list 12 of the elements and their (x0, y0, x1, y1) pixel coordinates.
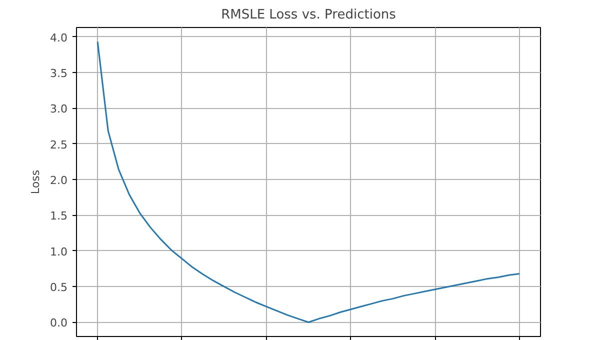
chart-title: RMSLE Loss vs. Predictions (221, 8, 396, 22)
y-tick-label: 2.5 (50, 138, 68, 152)
y-tick-label: 3.5 (50, 66, 68, 80)
y-tick-label: 3.0 (50, 102, 68, 116)
y-tick-label: 1.0 (50, 245, 68, 258)
y-tick-label: 1.5 (50, 210, 68, 223)
line-series (96, 41, 520, 323)
y-tick-label: 0.5 (50, 281, 68, 294)
y-axis-title: Loss (29, 170, 42, 194)
y-tick-label: 4.0 (50, 31, 68, 44)
y-tick-label: 0.0 (50, 316, 68, 330)
y-tick-label: 2.0 (50, 174, 68, 187)
